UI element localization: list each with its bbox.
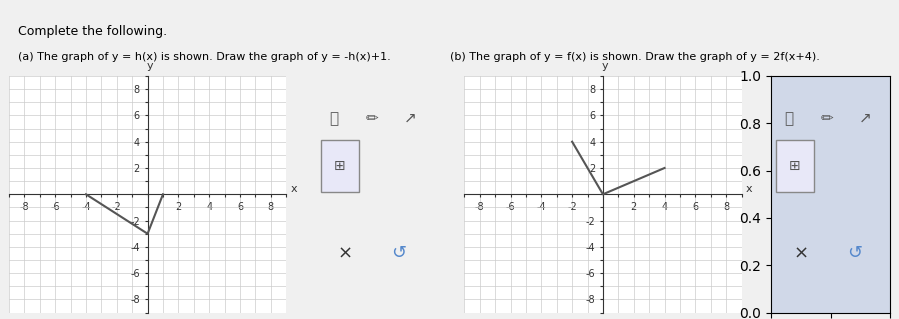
Text: ↺: ↺: [847, 244, 862, 263]
Text: ↺: ↺: [391, 244, 406, 263]
Text: ×: ×: [338, 244, 353, 263]
Text: ⊞: ⊞: [334, 159, 345, 173]
Text: y: y: [147, 61, 153, 71]
Text: ×: ×: [793, 244, 808, 263]
FancyBboxPatch shape: [321, 140, 359, 192]
Text: x: x: [290, 184, 298, 194]
Text: (a) The graph of y = h(x) is shown. Draw the graph of y = -h(x)+1.: (a) The graph of y = h(x) is shown. Draw…: [18, 52, 390, 62]
Text: ⬜: ⬜: [785, 111, 794, 126]
Text: (b) The graph of y = f(x) is shown. Draw the graph of y = 2f(x+4).: (b) The graph of y = f(x) is shown. Draw…: [450, 52, 819, 62]
Text: ↗: ↗: [859, 111, 871, 126]
Text: y: y: [602, 61, 609, 71]
Text: ⊞: ⊞: [789, 159, 801, 173]
Text: Complete the following.: Complete the following.: [18, 25, 167, 38]
FancyBboxPatch shape: [776, 140, 814, 192]
Text: x: x: [746, 184, 752, 194]
Text: ✏: ✏: [821, 111, 833, 126]
Text: ✏: ✏: [365, 111, 378, 126]
Text: ↗: ↗: [404, 111, 416, 126]
Text: ⬜: ⬜: [329, 111, 338, 126]
